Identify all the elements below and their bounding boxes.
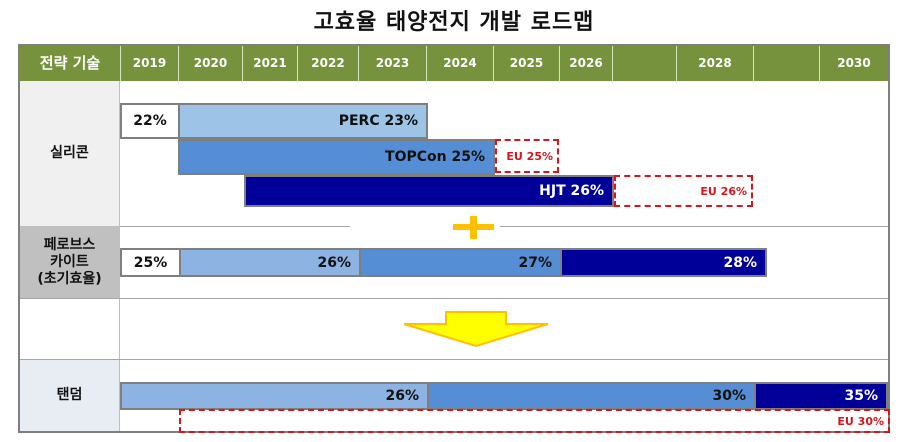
perovskite-baseline-bar: 25% — [120, 248, 181, 277]
row-divider — [120, 226, 350, 227]
silicon-hjt-bar: HJT 26% — [244, 175, 614, 207]
row-divider — [20, 226, 120, 227]
header-year: 2030 — [837, 56, 871, 70]
tandem-stage3-bar: 35% — [754, 382, 888, 410]
silicon-hjt-eu-target: EU 26% — [614, 175, 753, 207]
header-year: 2026 — [560, 46, 613, 81]
header-year: 2022 — [298, 46, 359, 81]
silicon-perc-bar: PERC 23% — [178, 103, 428, 139]
page-title: 고효율 태양전지 개발 로드맵 — [313, 10, 595, 35]
row-label-empty — [20, 298, 120, 359]
header-year: 2023 — [359, 46, 427, 81]
header-year: 2019 — [120, 46, 179, 81]
row-label-perovskite: 페로브스 카이트 (초기효율) — [20, 226, 120, 298]
perovskite-stage2-bar: 27% — [359, 248, 562, 277]
table-header: 전략 기술 2019 2020 2021 2022 2023 2024 2025… — [20, 46, 888, 81]
silicon-topcon-bar: TOPCon 25% — [178, 139, 495, 175]
row-divider — [20, 359, 888, 360]
row-label-perovskite-line1: 페로브스 — [43, 236, 96, 253]
row-label-tandem: 탠덤 — [20, 359, 120, 431]
tandem-stage2-bar: 30% — [427, 382, 756, 410]
row-divider — [500, 226, 888, 227]
header-year: 2025 — [494, 46, 560, 81]
header-year — [613, 46, 677, 81]
header-strategy-tech: 전략 기술 — [39, 54, 101, 72]
tandem-eu-target: EU 30% — [179, 409, 890, 433]
row-label-perovskite-line3: (초기효율) — [37, 270, 102, 287]
header-year — [754, 46, 820, 81]
header-year: 2020 — [179, 46, 243, 81]
header-year: 2021 — [243, 46, 298, 81]
silicon-topcon-eu-target: EU 25% — [495, 139, 559, 173]
silicon-baseline-bar: 22% — [120, 103, 180, 139]
perovskite-stage1-bar: 26% — [179, 248, 361, 277]
perovskite-stage3-bar: 28% — [560, 248, 767, 277]
tandem-stage1-bar: 26% — [120, 382, 429, 410]
down-arrow-icon — [403, 311, 549, 348]
row-divider — [20, 298, 888, 299]
row-label-silicon: 실리콘 — [20, 81, 120, 226]
header-year: 2024 — [427, 46, 494, 81]
header-year: 2028 — [677, 46, 754, 81]
row-label-perovskite-line2: 카이트 — [50, 253, 89, 270]
plus-icon — [470, 216, 477, 239]
